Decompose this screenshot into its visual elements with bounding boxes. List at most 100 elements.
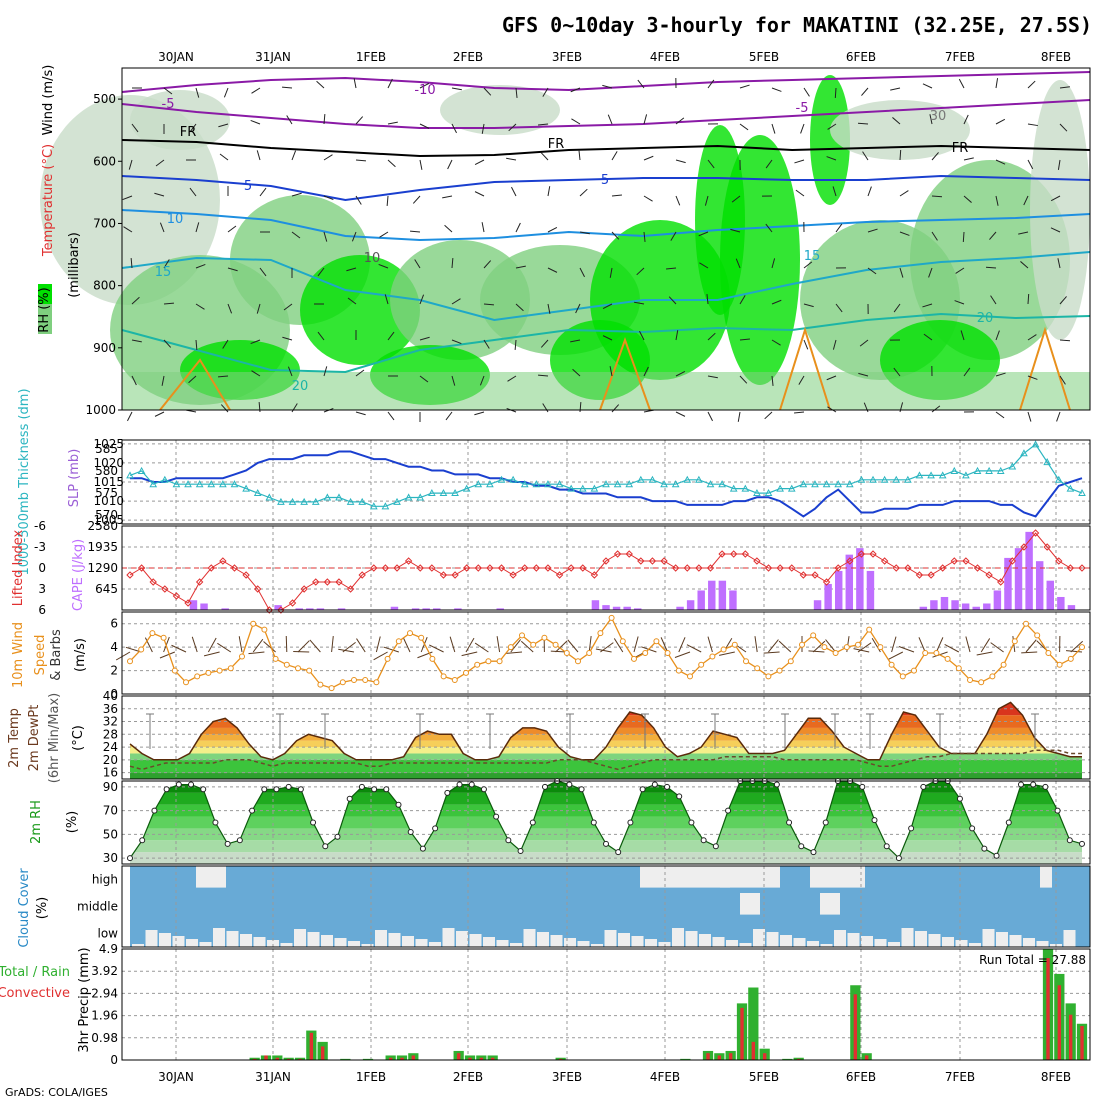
low-cloud-bar	[456, 931, 468, 947]
bottom-date-label: 7FEB	[945, 1070, 975, 1084]
cape-bar	[411, 608, 420, 610]
low-cloud-bar	[1063, 930, 1076, 947]
minmax-axis-label: (6hr Min/Max)	[47, 693, 62, 783]
rh-marker	[993, 852, 1000, 859]
wind-barb	[963, 114, 969, 125]
lifted-index-marker	[184, 599, 192, 607]
rh-marker	[249, 807, 256, 814]
wind-barb	[256, 150, 261, 161]
wind-barb	[283, 303, 293, 311]
wind-barb-10m	[171, 644, 187, 653]
cape-bar	[697, 590, 705, 610]
wind-speed-marker	[586, 650, 593, 656]
wind-speed-marker	[1045, 650, 1052, 656]
wind-barb	[858, 372, 869, 377]
lifted-tick-label: 3	[38, 582, 46, 596]
thickness-marker	[544, 480, 552, 488]
wind-barb	[899, 190, 909, 197]
rh-marker	[493, 813, 500, 820]
wind-barb	[765, 223, 773, 233]
wind-speed-marker	[384, 655, 391, 662]
panel-frame	[121, 695, 1091, 780]
wind-barb	[514, 339, 517, 351]
wind-barb	[954, 300, 965, 305]
wind-barb	[575, 303, 581, 314]
wind-barb	[579, 188, 588, 197]
wind-speed-marker	[1023, 620, 1029, 627]
rh-marker	[297, 786, 304, 793]
wind-barb-10m	[520, 640, 534, 653]
cape-bar	[1004, 557, 1012, 610]
lifted-index-marker	[277, 606, 285, 614]
wind-barb	[867, 267, 877, 275]
low-cloud-bar	[213, 928, 225, 947]
high-cloud-block	[640, 866, 730, 888]
rh-marker	[395, 801, 402, 808]
lifted-index-marker	[822, 578, 831, 586]
wind-barb	[771, 87, 782, 92]
cape-bar	[930, 600, 938, 610]
wind-barb-10m	[660, 637, 669, 653]
thickness-marker	[520, 480, 529, 488]
lifted-index-marker	[1020, 543, 1028, 551]
thickness-marker	[230, 480, 239, 488]
wind-barb-10m	[965, 636, 971, 653]
wind-speed-marker	[720, 646, 727, 653]
rh-marker	[505, 837, 512, 844]
wind-barb	[765, 159, 773, 169]
thickness-marker	[927, 471, 935, 479]
slp-line	[130, 450, 1083, 518]
top-date-label: 31JAN	[255, 50, 291, 64]
top-date-label: 1FEB	[356, 50, 386, 64]
wind-barb	[189, 187, 197, 197]
rh-marker	[566, 781, 573, 788]
low-cloud-bar	[591, 944, 603, 947]
low-cloud-bar	[982, 929, 995, 947]
wind-speed-marker	[429, 655, 436, 662]
wind-barb	[223, 87, 229, 98]
low-cloud-bar	[564, 938, 576, 947]
wind-barb	[923, 333, 933, 341]
wind-barb	[771, 258, 776, 269]
wind-speed-marker	[933, 650, 940, 656]
cape-bar	[686, 600, 695, 610]
wind-barb	[990, 295, 997, 305]
wind-speed-marker	[541, 634, 548, 641]
wind-barb	[387, 411, 395, 421]
rh-marker	[786, 819, 793, 826]
temp-axis-label: 2m Temp	[7, 708, 22, 768]
wind-speed-marker	[821, 644, 828, 651]
wind-barb	[444, 224, 453, 233]
cape-bar	[306, 608, 314, 610]
wind-barb	[867, 228, 878, 233]
wind-speed-marker	[328, 685, 335, 692]
wind-barb	[163, 259, 170, 269]
dewpoint-line	[129, 749, 1082, 771]
wind-barb-10m	[754, 636, 758, 653]
rh-marker	[798, 843, 805, 850]
thickness-marker	[636, 475, 645, 483]
low-cloud-bar	[726, 940, 738, 947]
temp-tick-label: 40	[103, 689, 118, 703]
cape-bar	[824, 583, 832, 610]
precip-convective-bar	[864, 1055, 869, 1060]
wind-speed-marker	[418, 634, 425, 641]
bottom-date-axis: 30JAN 31JAN 1FEB 2FEB 3FEB 4FEB 5FEB 6FEB 7FEB 8F…	[158, 1070, 1071, 1084]
wind-barb	[189, 123, 197, 133]
wind-barb-10m	[812, 640, 826, 653]
lifted-index-marker	[265, 606, 274, 614]
rh-marker	[127, 855, 133, 862]
wind-speed-marker	[955, 665, 962, 672]
wind-speed-marker	[922, 650, 929, 656]
thickness-marker	[857, 475, 866, 483]
wind-barb	[378, 263, 389, 269]
wind10-axis-label: (m/s)	[73, 638, 88, 672]
top-date-label: 30JAN	[158, 50, 194, 64]
thickness-marker	[509, 475, 517, 483]
wind-barb	[259, 187, 267, 197]
wind-barb	[1018, 231, 1029, 235]
precip-convective-bar	[388, 1057, 393, 1060]
precip-convective-bar	[1068, 1014, 1073, 1060]
rh-marker	[1005, 819, 1012, 826]
rh-marker	[212, 819, 219, 826]
